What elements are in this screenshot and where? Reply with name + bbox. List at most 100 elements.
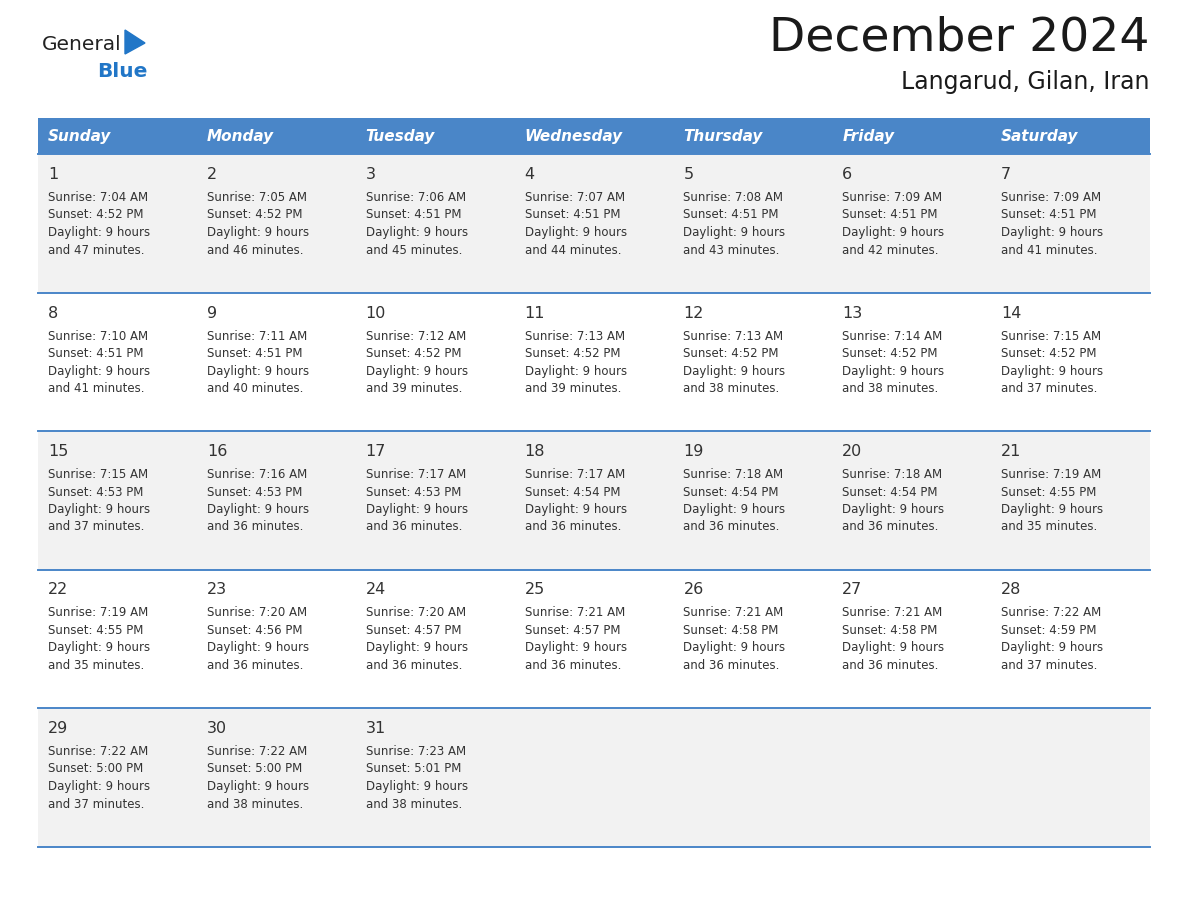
Text: Sunrise: 7:21 AM: Sunrise: 7:21 AM xyxy=(842,607,942,620)
Text: Daylight: 9 hours: Daylight: 9 hours xyxy=(366,780,468,793)
Text: Sunrise: 7:21 AM: Sunrise: 7:21 AM xyxy=(525,607,625,620)
Bar xyxy=(197,569,355,708)
Text: Sunrise: 7:15 AM: Sunrise: 7:15 AM xyxy=(48,468,148,481)
Text: and 37 minutes.: and 37 minutes. xyxy=(1001,659,1098,672)
Text: Sunset: 4:53 PM: Sunset: 4:53 PM xyxy=(207,486,302,498)
Text: and 38 minutes.: and 38 minutes. xyxy=(842,382,939,395)
Bar xyxy=(991,569,1150,708)
Text: Daylight: 9 hours: Daylight: 9 hours xyxy=(207,642,309,655)
Text: Sunset: 4:52 PM: Sunset: 4:52 PM xyxy=(525,347,620,360)
Text: Sunrise: 7:18 AM: Sunrise: 7:18 AM xyxy=(683,468,784,481)
Bar xyxy=(355,569,514,708)
Text: and 35 minutes.: and 35 minutes. xyxy=(48,659,144,672)
Bar xyxy=(38,708,197,846)
Text: 22: 22 xyxy=(48,583,68,598)
Text: Sunrise: 7:17 AM: Sunrise: 7:17 AM xyxy=(525,468,625,481)
Text: and 35 minutes.: and 35 minutes. xyxy=(1001,521,1098,533)
Text: Sunset: 4:51 PM: Sunset: 4:51 PM xyxy=(48,347,144,360)
Text: 10: 10 xyxy=(366,306,386,320)
Text: and 38 minutes.: and 38 minutes. xyxy=(683,382,779,395)
Text: and 44 minutes.: and 44 minutes. xyxy=(525,243,621,256)
Text: Sunrise: 7:22 AM: Sunrise: 7:22 AM xyxy=(1001,607,1101,620)
Text: 14: 14 xyxy=(1001,306,1022,320)
Text: and 36 minutes.: and 36 minutes. xyxy=(207,659,303,672)
Text: 23: 23 xyxy=(207,583,227,598)
Text: Sunrise: 7:15 AM: Sunrise: 7:15 AM xyxy=(1001,330,1101,342)
Text: December 2024: December 2024 xyxy=(770,16,1150,61)
Text: Sunrise: 7:09 AM: Sunrise: 7:09 AM xyxy=(1001,191,1101,204)
Text: 3: 3 xyxy=(366,167,375,182)
Text: Sunset: 4:54 PM: Sunset: 4:54 PM xyxy=(842,486,937,498)
Text: Daylight: 9 hours: Daylight: 9 hours xyxy=(1001,642,1104,655)
Text: Daylight: 9 hours: Daylight: 9 hours xyxy=(366,642,468,655)
Bar xyxy=(833,293,991,431)
Bar xyxy=(991,154,1150,293)
Bar xyxy=(833,118,991,154)
Text: Sunrise: 7:06 AM: Sunrise: 7:06 AM xyxy=(366,191,466,204)
Text: and 41 minutes.: and 41 minutes. xyxy=(48,382,145,395)
Text: Daylight: 9 hours: Daylight: 9 hours xyxy=(48,642,150,655)
Text: Sunrise: 7:22 AM: Sunrise: 7:22 AM xyxy=(48,745,148,758)
Text: Sunrise: 7:11 AM: Sunrise: 7:11 AM xyxy=(207,330,308,342)
Text: Sunset: 4:53 PM: Sunset: 4:53 PM xyxy=(48,486,144,498)
Text: Sunset: 4:59 PM: Sunset: 4:59 PM xyxy=(1001,624,1097,637)
Text: Daylight: 9 hours: Daylight: 9 hours xyxy=(207,226,309,239)
Text: Blue: Blue xyxy=(97,62,147,82)
Text: Daylight: 9 hours: Daylight: 9 hours xyxy=(525,503,627,516)
Text: Sunset: 5:00 PM: Sunset: 5:00 PM xyxy=(207,763,302,776)
Text: 13: 13 xyxy=(842,306,862,320)
Text: Daylight: 9 hours: Daylight: 9 hours xyxy=(1001,226,1104,239)
Text: Sunset: 4:51 PM: Sunset: 4:51 PM xyxy=(842,208,937,221)
Bar xyxy=(38,154,197,293)
Text: 28: 28 xyxy=(1001,583,1022,598)
Text: and 37 minutes.: and 37 minutes. xyxy=(48,798,145,811)
Text: Sunrise: 7:08 AM: Sunrise: 7:08 AM xyxy=(683,191,783,204)
Text: and 36 minutes.: and 36 minutes. xyxy=(207,521,303,533)
Text: and 47 minutes.: and 47 minutes. xyxy=(48,243,145,256)
Bar xyxy=(674,431,833,569)
Text: and 36 minutes.: and 36 minutes. xyxy=(525,659,621,672)
Bar xyxy=(197,293,355,431)
Text: 31: 31 xyxy=(366,721,386,736)
Text: and 45 minutes.: and 45 minutes. xyxy=(366,243,462,256)
Text: 26: 26 xyxy=(683,583,703,598)
Text: Sunrise: 7:14 AM: Sunrise: 7:14 AM xyxy=(842,330,942,342)
Bar xyxy=(674,708,833,846)
Text: Daylight: 9 hours: Daylight: 9 hours xyxy=(207,503,309,516)
Text: Sunset: 4:57 PM: Sunset: 4:57 PM xyxy=(366,624,461,637)
Text: 12: 12 xyxy=(683,306,703,320)
Text: Daylight: 9 hours: Daylight: 9 hours xyxy=(525,226,627,239)
Text: 24: 24 xyxy=(366,583,386,598)
Text: Daylight: 9 hours: Daylight: 9 hours xyxy=(48,780,150,793)
Text: and 46 minutes.: and 46 minutes. xyxy=(207,243,303,256)
Text: Daylight: 9 hours: Daylight: 9 hours xyxy=(842,364,944,377)
Text: Sunset: 4:51 PM: Sunset: 4:51 PM xyxy=(525,208,620,221)
Bar xyxy=(197,708,355,846)
Bar xyxy=(991,431,1150,569)
Text: Sunrise: 7:20 AM: Sunrise: 7:20 AM xyxy=(366,607,466,620)
Bar xyxy=(514,708,674,846)
Text: Thursday: Thursday xyxy=(683,129,763,143)
Text: and 38 minutes.: and 38 minutes. xyxy=(366,798,462,811)
Text: Sunset: 4:52 PM: Sunset: 4:52 PM xyxy=(1001,347,1097,360)
Text: 2: 2 xyxy=(207,167,217,182)
Text: Sunset: 4:53 PM: Sunset: 4:53 PM xyxy=(366,486,461,498)
Text: Sunrise: 7:07 AM: Sunrise: 7:07 AM xyxy=(525,191,625,204)
Bar xyxy=(355,708,514,846)
Text: and 41 minutes.: and 41 minutes. xyxy=(1001,243,1098,256)
Text: and 38 minutes.: and 38 minutes. xyxy=(207,798,303,811)
Text: 25: 25 xyxy=(525,583,545,598)
Text: Sunset: 4:52 PM: Sunset: 4:52 PM xyxy=(842,347,937,360)
Text: 11: 11 xyxy=(525,306,545,320)
Text: 15: 15 xyxy=(48,444,69,459)
Bar xyxy=(991,293,1150,431)
Bar xyxy=(674,118,833,154)
Text: Daylight: 9 hours: Daylight: 9 hours xyxy=(207,780,309,793)
Bar xyxy=(833,569,991,708)
Bar xyxy=(197,154,355,293)
Text: and 36 minutes.: and 36 minutes. xyxy=(683,659,779,672)
Text: Sunset: 5:00 PM: Sunset: 5:00 PM xyxy=(48,763,144,776)
Text: and 40 minutes.: and 40 minutes. xyxy=(207,382,303,395)
Text: Sunset: 4:55 PM: Sunset: 4:55 PM xyxy=(1001,486,1097,498)
Text: Sunrise: 7:19 AM: Sunrise: 7:19 AM xyxy=(48,607,148,620)
